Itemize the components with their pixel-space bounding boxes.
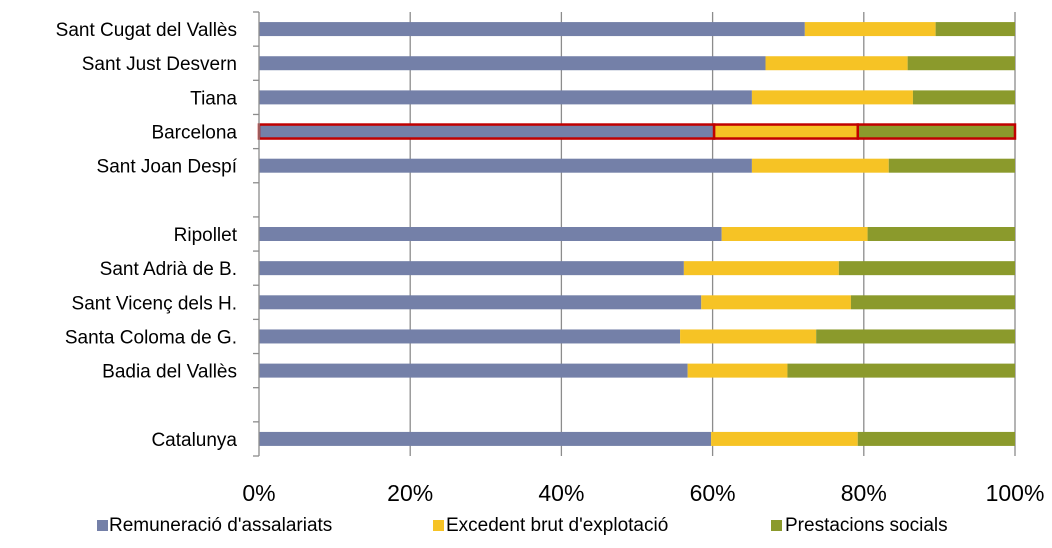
legend: Remuneració d'assalariats Excedent brut d… <box>97 515 948 536</box>
bar-remuneraci-d-assalariats-ripollet <box>259 227 722 241</box>
bar-remuneraci-d-assalariats-sant-vicen-dels-h <box>259 295 702 310</box>
legend-label: Remuneració d'assalariats <box>109 515 332 536</box>
bar-remuneraci-d-assalariats-tiana <box>259 90 752 105</box>
bar-prestacions-socials-catalunya <box>857 431 1015 446</box>
y-tick-label: Sant Cugat del Vallès <box>56 20 237 41</box>
bar-prestacions-socials-badia-del-vall-s <box>787 363 1015 378</box>
legend-swatch <box>771 520 782 531</box>
legend-label: Excedent brut d'explotació <box>446 515 668 536</box>
bar-excedent-brut-d-explotaci-sant-vicen-dels-h <box>701 295 851 310</box>
x-tick-label: 0% <box>242 480 275 506</box>
bar-remuneraci-d-assalariats-sant-adri-de-b <box>259 261 684 276</box>
bar-prestacions-socials-sant-joan-desp <box>888 158 1015 173</box>
bar-excedent-brut-d-explotaci-sant-adri-de-b <box>683 261 839 276</box>
x-tick-label: 80% <box>841 480 887 506</box>
bar-excedent-brut-d-explotaci-santa-coloma-de-g <box>680 329 817 344</box>
bar-remuneraci-d-assalariats-badia-del-vall-s <box>259 363 688 378</box>
bar-remuneraci-d-assalariats-sant-just-desvern <box>259 56 766 71</box>
bar-remuneraci-d-assalariats-barcelona <box>257 123 716 140</box>
bar-prestacions-socials-barcelona <box>856 123 1017 140</box>
bar-excedent-brut-d-explotaci-ripollet <box>721 227 868 241</box>
bar-excedent-brut-d-explotaci-sant-just-desvern <box>765 56 908 71</box>
bar-prestacions-socials-tiana <box>912 90 1015 105</box>
bar-excedent-brut-d-explotaci-catalunya <box>711 431 858 446</box>
y-tick-label: Badia del Vallès <box>102 362 237 383</box>
y-tick-label: Barcelona <box>151 123 237 144</box>
y-tick-label: Sant Joan Despí <box>97 157 238 178</box>
bars <box>257 22 1017 446</box>
bar-prestacions-socials-santa-coloma-de-g <box>816 329 1015 344</box>
bar-remuneraci-d-assalariats-catalunya <box>259 431 712 446</box>
y-tick-label: Santa Coloma de G. <box>65 327 237 348</box>
bar-remuneraci-d-assalariats-sant-cugat-del-vall-s <box>259 22 805 37</box>
legend-swatch <box>433 520 444 531</box>
y-tick-label: Tiana <box>190 88 237 109</box>
y-axis: Sant Cugat del Vallès Sant Just Desvern Ti… <box>56 11 260 457</box>
bar-prestacions-socials-sant-just-desvern <box>907 56 1015 71</box>
x-tick-label: 100% <box>986 480 1045 506</box>
legend-swatch <box>97 520 108 531</box>
x-axis: 0% 20% 40% 60% 80% 100% <box>242 480 1044 506</box>
bar-excedent-brut-d-explotaci-barcelona <box>712 123 860 140</box>
bar-prestacions-socials-sant-adri-de-b <box>838 261 1015 276</box>
y-tick-label: Ripollet <box>174 225 238 246</box>
y-tick-label: Sant Adrià de B. <box>100 259 237 280</box>
bar-remuneraci-d-assalariats-santa-coloma-de-g <box>259 329 681 344</box>
legend-label: Prestacions socials <box>785 515 948 536</box>
bar-remuneraci-d-assalariats-sant-joan-desp <box>259 158 752 173</box>
x-tick-label: 40% <box>538 480 584 506</box>
bar-excedent-brut-d-explotaci-tiana <box>751 90 913 105</box>
y-tick-label: Catalunya <box>151 430 237 451</box>
bar-prestacions-socials-ripollet <box>867 227 1015 241</box>
bar-prestacions-socials-sant-cugat-del-vall-s <box>935 22 1015 37</box>
x-tick-label: 20% <box>387 480 433 506</box>
bar-prestacions-socials-sant-vicen-dels-h <box>850 295 1015 310</box>
x-tick-label: 60% <box>690 480 736 506</box>
bar-excedent-brut-d-explotaci-sant-joan-desp <box>751 158 889 173</box>
y-tick-label: Sant Just Desvern <box>82 54 237 75</box>
bar-excedent-brut-d-explotaci-badia-del-vall-s <box>687 363 788 378</box>
bar-excedent-brut-d-explotaci-sant-cugat-del-vall-s <box>804 22 936 37</box>
y-tick-label: Sant Vicenç dels H. <box>72 293 237 314</box>
